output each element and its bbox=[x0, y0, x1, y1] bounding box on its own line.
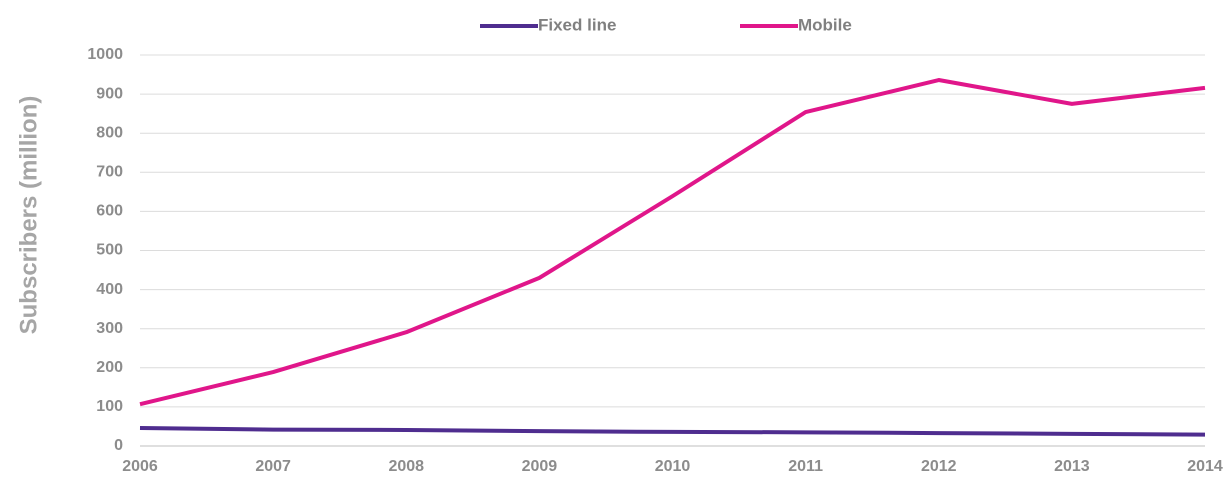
y-tick-label: 900 bbox=[96, 85, 123, 102]
y-tick-label: 400 bbox=[96, 281, 123, 298]
series-line bbox=[139, 78, 1206, 407]
y-tick-label: 1000 bbox=[87, 46, 123, 63]
x-tick-label: 2007 bbox=[255, 458, 291, 475]
y-axis-title: Subscribers (million) bbox=[15, 96, 42, 335]
x-tick-label: 2009 bbox=[522, 458, 558, 475]
y-tick-label: 100 bbox=[96, 398, 123, 415]
x-tick-label: 2010 bbox=[655, 458, 691, 475]
y-tick-label: 800 bbox=[96, 124, 123, 141]
legend-label: Fixed line bbox=[538, 15, 616, 34]
x-tick-label: 2008 bbox=[388, 458, 424, 475]
y-tick-label: 700 bbox=[96, 164, 123, 181]
x-tick-label: 2012 bbox=[921, 458, 957, 475]
legend-label: Mobile bbox=[798, 15, 852, 34]
series-line bbox=[139, 426, 1206, 437]
y-tick-label: 200 bbox=[96, 359, 123, 376]
x-tick-label: 2006 bbox=[122, 458, 158, 475]
x-tick-label: 2013 bbox=[1054, 458, 1090, 475]
y-tick-label: 500 bbox=[96, 242, 123, 259]
x-tick-label: 2014 bbox=[1187, 458, 1223, 475]
x-tick-label: 2011 bbox=[788, 458, 823, 475]
y-tick-label: 300 bbox=[96, 320, 123, 337]
y-tick-label: 600 bbox=[96, 203, 123, 220]
y-tick-label: 0 bbox=[114, 437, 123, 454]
